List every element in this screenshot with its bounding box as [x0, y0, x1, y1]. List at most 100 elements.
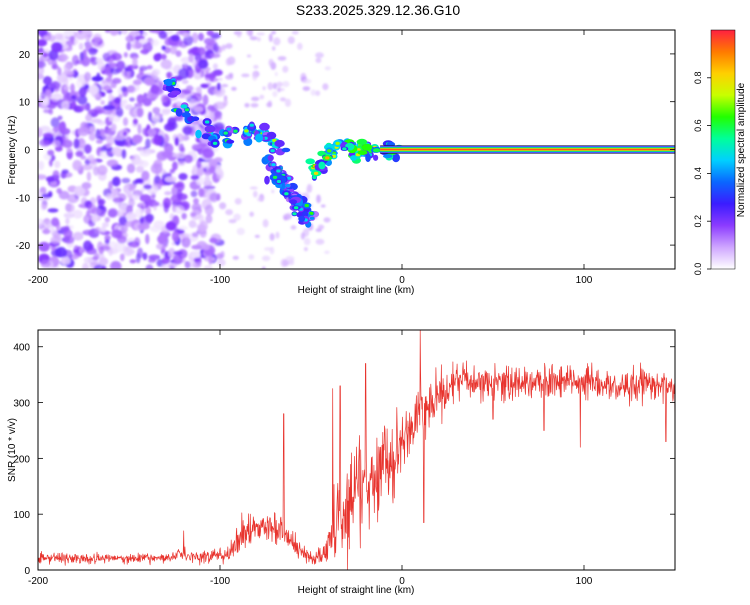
spectrogram-noise-blob	[284, 98, 292, 108]
spectrogram-noise-blob	[116, 60, 126, 71]
spectrogram-noise-blob	[93, 33, 102, 43]
spectrogram-noise-blob	[124, 75, 132, 80]
spectrogram-noise-blob	[145, 138, 151, 149]
spectrogram-noise-blob	[213, 43, 219, 53]
spectrogram-noise-blob	[141, 170, 150, 181]
spectrogram-noise-blob	[83, 240, 93, 251]
spectrogram-branch-core	[294, 206, 299, 210]
spectrogram-noise-blob	[120, 223, 128, 234]
spectrogram-branch-blob	[181, 112, 191, 118]
spectrogram-branch-blob	[350, 155, 357, 161]
spectrogram-noise-blob	[285, 256, 295, 262]
spectrogram-noise-blob	[177, 189, 183, 201]
spectrogram-noise-blob	[202, 148, 215, 159]
snr-panel: -200 -100 0 100 0 100 200 300 400 Height of str…	[7, 329, 676, 596]
spectrogram-noise-blob	[120, 86, 128, 93]
snr-x-tick-label: -200	[28, 576, 48, 587]
spectrogram-noise-blob	[122, 131, 128, 137]
spectrogram-noise-blob	[246, 54, 252, 58]
spectrogram-noise-blob	[103, 105, 115, 111]
spectrogram-noise-blob	[168, 247, 176, 258]
spectrogram-noise-blob	[125, 35, 135, 43]
spectrogram-noise-blob	[38, 60, 46, 69]
spectrogram-branch-core	[212, 141, 218, 145]
spectrogram-noise-blob	[121, 149, 127, 159]
spectrogram-noise-blob	[104, 66, 111, 76]
spectrogram-branch-blob	[226, 139, 235, 144]
spectrogram-noise-blob	[153, 220, 165, 229]
spectrogram-y-tick-label: -10	[16, 193, 31, 204]
spectrogram-noise-blob	[315, 52, 324, 59]
spectrogram-noise-blob	[316, 194, 321, 204]
spectrogram-noise-blob	[106, 159, 119, 167]
spectrogram-branch-blob	[372, 148, 381, 153]
snr-y-tick-label: 0	[24, 566, 30, 577]
spectrogram-noise-blob	[89, 42, 99, 47]
spectrogram-noise-blob	[199, 220, 208, 232]
spectrogram-branch-blob	[204, 125, 216, 133]
colorbar-label: Normalized spectral amplitude	[736, 82, 747, 217]
spectrogram-noise-blob	[180, 232, 190, 239]
spectrogram-branch-blob	[191, 116, 200, 121]
spectrogram-noise-blob	[254, 234, 260, 238]
spectrogram-branch-blob	[164, 78, 173, 87]
spectrogram-noise-blob	[107, 208, 118, 218]
spectrogram-noise-blob	[90, 118, 102, 124]
spectrogram-noise-blob	[147, 128, 156, 137]
colorbar-tick-label: 0.4	[693, 167, 703, 180]
spectrogram-noise-blob	[102, 52, 111, 62]
spectrogram-noise-blob	[49, 34, 56, 43]
spectrogram-branch-blob	[373, 154, 379, 161]
spectrogram-branch-core	[286, 176, 292, 180]
spectrogram-noise-blob	[161, 108, 172, 114]
spectrogram-branch-blob	[289, 199, 298, 204]
spectrogram-noise-blob	[188, 53, 194, 63]
spectrogram-branch-blob	[357, 150, 368, 156]
spectrogram-noise-blob	[204, 204, 214, 216]
spectrogram-noise-blob	[268, 58, 274, 67]
spectrogram-noise-blob	[322, 83, 329, 91]
spectrogram-noise-blob	[142, 252, 148, 261]
spectrogram-branch-blob	[281, 147, 291, 153]
spectrogram-noise-blob	[276, 81, 283, 88]
spectrogram-noise-blob	[233, 213, 241, 221]
spectrogram-noise-blob	[181, 79, 189, 85]
spectrogram-noise-blob	[170, 34, 180, 42]
spectrogram-noise-blob	[196, 86, 202, 93]
spectrogram-noise-blob	[198, 187, 205, 198]
spectrogram-noise-blob	[43, 109, 52, 114]
spectrogram-noise-blob	[57, 67, 62, 76]
spectrogram-noise-blob	[141, 215, 153, 225]
spectrogram-y-tick-label: 10	[19, 98, 31, 109]
colorbar-tick-label: 0.6	[693, 119, 703, 132]
spectrogram-noise-blob	[142, 97, 152, 107]
spectrogram-noise-blob	[52, 170, 60, 180]
spectrogram-noise-blob	[160, 53, 167, 60]
spectrogram-noise-blob	[118, 203, 129, 214]
spectrogram-branch-core	[244, 129, 249, 133]
snr-x-tick-label: -100	[210, 576, 230, 587]
spectrogram-noise-blob	[228, 72, 234, 77]
spectrogram-noise-blob	[60, 226, 70, 231]
spectrogram-noise-blob	[145, 233, 150, 245]
spectrogram-noise-blob	[290, 225, 297, 230]
spectrogram-noise-blob	[81, 164, 93, 171]
snr-series-line	[38, 330, 675, 570]
spectrogram-noise-blob	[42, 228, 51, 235]
spectrogram-noise-blob	[228, 219, 237, 224]
spectrogram-noise-blob	[150, 163, 163, 175]
spectrogram-noise-blob	[302, 86, 311, 91]
spectrogram-noise-blob	[148, 111, 153, 122]
spectrogram-noise-blob	[134, 159, 144, 165]
spectrogram-noise-blob	[121, 69, 133, 78]
spectrogram-noise-blob	[99, 245, 111, 251]
spectrogram-branch-blob	[383, 154, 393, 159]
spectrogram-noise-blob	[324, 66, 331, 71]
spectrogram-noise-blob	[112, 197, 125, 203]
spectrogram-noise-blob	[90, 56, 99, 66]
spectrogram-noise-blob	[279, 97, 287, 102]
spectrogram-noise-blob	[315, 90, 321, 96]
snr-x-ticks: -200 -100 0 100	[28, 330, 593, 587]
spectrogram-noise	[38, 30, 331, 269]
spectrogram-noise-blob	[83, 144, 92, 154]
